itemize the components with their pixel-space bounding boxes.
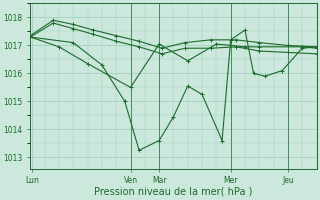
X-axis label: Pression niveau de la mer( hPa ): Pression niveau de la mer( hPa )	[94, 187, 252, 197]
